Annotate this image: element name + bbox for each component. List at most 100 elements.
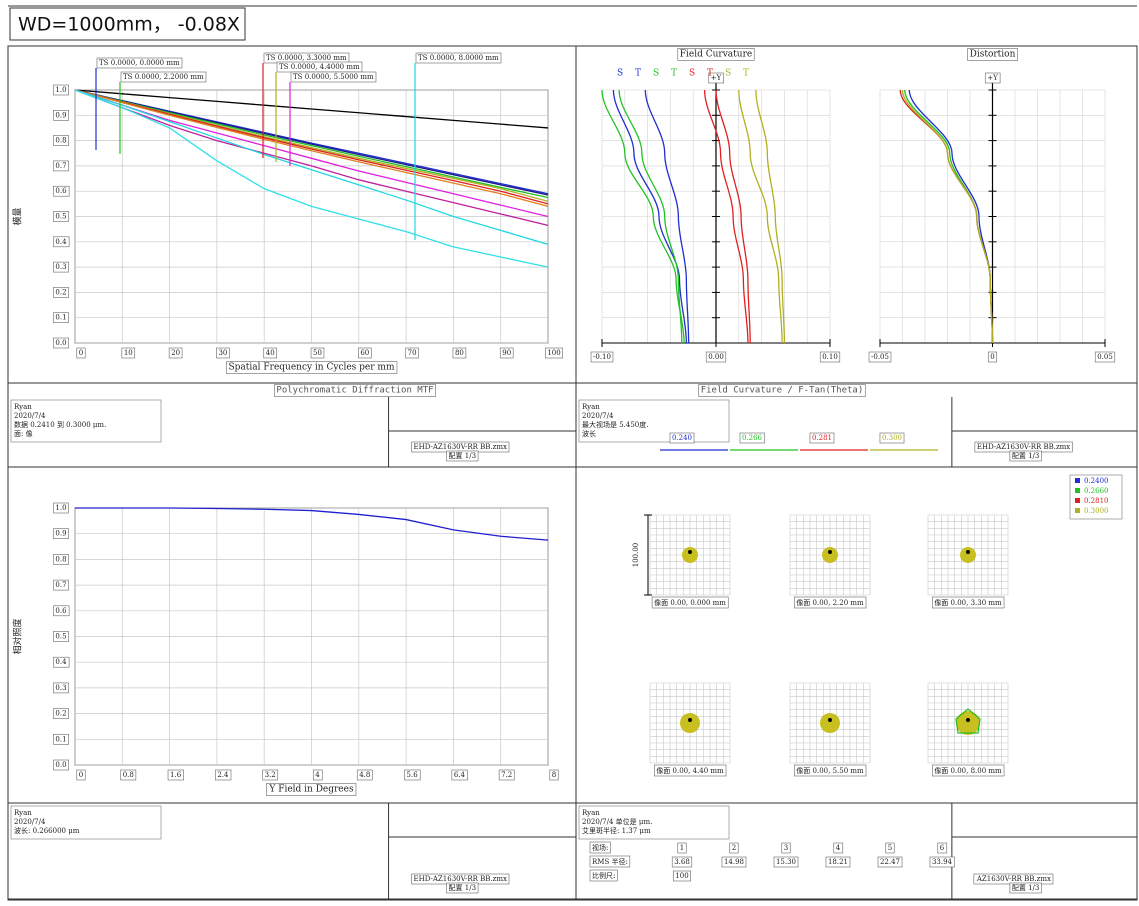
field-label: TS 0.0000, 3.3000 mm bbox=[266, 54, 347, 62]
file-name: EHD-AZ1630V-RR BB.zmx bbox=[977, 443, 1070, 451]
series-line bbox=[74, 89, 549, 199]
label-box bbox=[53, 261, 69, 273]
label-box bbox=[651, 596, 729, 609]
label-box bbox=[809, 432, 835, 444]
scale-label: 100.00 bbox=[632, 543, 640, 568]
y-tick-label: 0.0 bbox=[55, 339, 66, 347]
label-box bbox=[274, 384, 436, 397]
label-box bbox=[53, 733, 69, 745]
x-tick-label: 40 bbox=[266, 349, 275, 357]
x-tick-label: 60 bbox=[360, 349, 369, 357]
label-box bbox=[404, 769, 421, 781]
info-line: 波长: 0.266000 μm bbox=[14, 826, 80, 835]
field-label: TS 0.0000, 0.0000 mm bbox=[99, 59, 180, 67]
field-label: TS 0.0000, 2.2000 mm bbox=[123, 73, 204, 81]
x-tick-label: 1.6 bbox=[170, 771, 182, 779]
y-tick-label: 0.3 bbox=[55, 684, 66, 692]
label-box bbox=[739, 432, 765, 444]
spot-blur bbox=[820, 713, 840, 733]
spot-blur bbox=[956, 711, 980, 735]
info-line: 艾里斑半径: 1.37 μm bbox=[582, 826, 651, 835]
series-line bbox=[755, 89, 786, 344]
label-box bbox=[358, 347, 372, 359]
table-cell: 3 bbox=[784, 844, 788, 852]
label-box bbox=[833, 842, 844, 854]
legend-entry: 0.3000 bbox=[1084, 507, 1109, 515]
x-tick-label: 6.4 bbox=[454, 771, 466, 779]
spot-label: 像面 0.00, 5.50 mm bbox=[796, 766, 864, 775]
label-box bbox=[215, 769, 232, 781]
chart-title: Polychromatic Diffraction MTF bbox=[276, 386, 433, 396]
label-box bbox=[216, 347, 230, 359]
table-cell: 100 bbox=[675, 872, 688, 880]
table-cell: 3.68 bbox=[674, 858, 690, 866]
legend-entry: S bbox=[653, 69, 659, 79]
label-box bbox=[879, 432, 905, 444]
label-box bbox=[929, 856, 955, 868]
y-tick-label: 0.9 bbox=[55, 111, 66, 119]
series-line bbox=[75, 507, 549, 541]
y-tick-label: 0.1 bbox=[55, 735, 66, 743]
file-name: EHD-AZ1630V-RR BB.zmx bbox=[414, 875, 507, 883]
label-box bbox=[498, 769, 515, 781]
label-box bbox=[53, 160, 69, 172]
series-line bbox=[601, 89, 685, 344]
legend-entry: 0.2400 bbox=[1084, 477, 1109, 485]
label-box bbox=[53, 337, 69, 349]
label-box bbox=[53, 211, 69, 222]
y-tick-label: 0.7 bbox=[55, 581, 66, 589]
legend-entry: 0.2660 bbox=[1084, 487, 1109, 495]
label-box bbox=[121, 347, 136, 359]
label-box bbox=[673, 870, 691, 882]
series-line bbox=[74, 89, 549, 226]
table-cell: 18.21 bbox=[828, 858, 848, 866]
series-line bbox=[74, 89, 549, 208]
label-box bbox=[451, 769, 468, 781]
table-cell: 15.30 bbox=[776, 858, 796, 866]
info-box bbox=[578, 805, 730, 840]
label-box bbox=[120, 71, 207, 83]
label-box bbox=[677, 842, 687, 854]
x-tick-label: 80 bbox=[455, 349, 464, 357]
file-name: AZ1630V-RR BB.zmx bbox=[976, 875, 1051, 883]
x-tick-label: 90 bbox=[502, 349, 511, 357]
frame bbox=[7, 45, 1138, 901]
label-box bbox=[53, 236, 70, 248]
spot-label: 像面 0.00, 0.000 mm bbox=[654, 598, 726, 607]
info-line: 2020/7/4 单位是 μm. bbox=[582, 817, 652, 826]
label-box bbox=[53, 84, 69, 96]
info-line: 波长 bbox=[582, 429, 596, 438]
label-box bbox=[226, 361, 398, 374]
label-box bbox=[266, 783, 357, 796]
label-box bbox=[310, 347, 325, 359]
chart-header: Distortion bbox=[970, 50, 1016, 60]
label-box bbox=[781, 842, 791, 854]
axis-label: +Y bbox=[711, 74, 722, 82]
series-line bbox=[74, 89, 549, 218]
info-line: 2020/7/4 bbox=[14, 412, 46, 420]
x-tick-label: 20 bbox=[171, 349, 180, 357]
x-tick-label: 2.4 bbox=[217, 771, 229, 779]
label-box bbox=[53, 185, 70, 197]
y-tick-label: 0.8 bbox=[55, 555, 66, 563]
label-box bbox=[53, 312, 69, 324]
label-box bbox=[868, 351, 892, 363]
x-tick-label: 0 bbox=[990, 353, 994, 361]
y-tick-label: 0.6 bbox=[55, 607, 67, 615]
y-tick-label: 0.4 bbox=[55, 658, 67, 666]
wavelength-label: 0.281 bbox=[812, 434, 832, 442]
info-box bbox=[578, 399, 730, 443]
x-axis-label: Y Field in Degrees bbox=[268, 785, 354, 795]
label-box bbox=[549, 769, 559, 781]
x-tick-label: 0.05 bbox=[1097, 353, 1113, 361]
x-tick-label: 70 bbox=[408, 349, 417, 357]
label-box bbox=[1009, 882, 1042, 894]
label-box bbox=[405, 347, 419, 359]
label-box bbox=[1009, 450, 1042, 462]
config: 配置 1/3 bbox=[1012, 884, 1040, 892]
legend-entry: T bbox=[671, 69, 677, 79]
series-line bbox=[612, 89, 688, 344]
table-cell: 14.98 bbox=[724, 858, 744, 866]
table-cell: 视场: bbox=[592, 843, 608, 852]
label-box bbox=[677, 48, 755, 61]
